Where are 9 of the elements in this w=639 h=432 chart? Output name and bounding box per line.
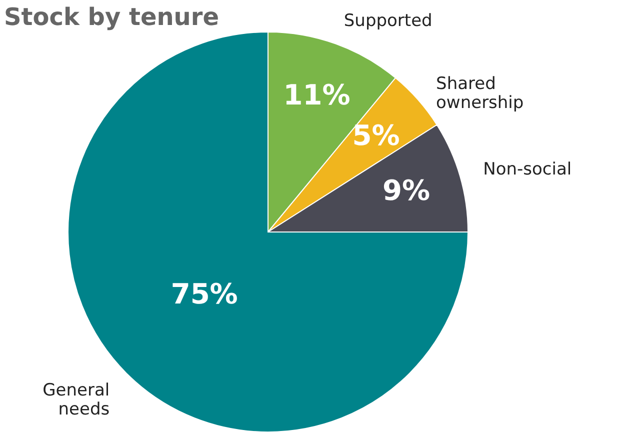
slice-label: Shared ownership xyxy=(436,74,524,113)
slice-label: Non-social xyxy=(483,160,572,180)
data-label: 5% xyxy=(352,118,400,152)
slice-label: General needs xyxy=(42,380,110,420)
slice-label: Supported xyxy=(344,11,432,32)
chart-title: Stock by tenure xyxy=(4,3,220,31)
data-label: 9% xyxy=(382,174,430,207)
data-label: 75% xyxy=(170,278,238,311)
data-label: 11% xyxy=(283,78,350,112)
